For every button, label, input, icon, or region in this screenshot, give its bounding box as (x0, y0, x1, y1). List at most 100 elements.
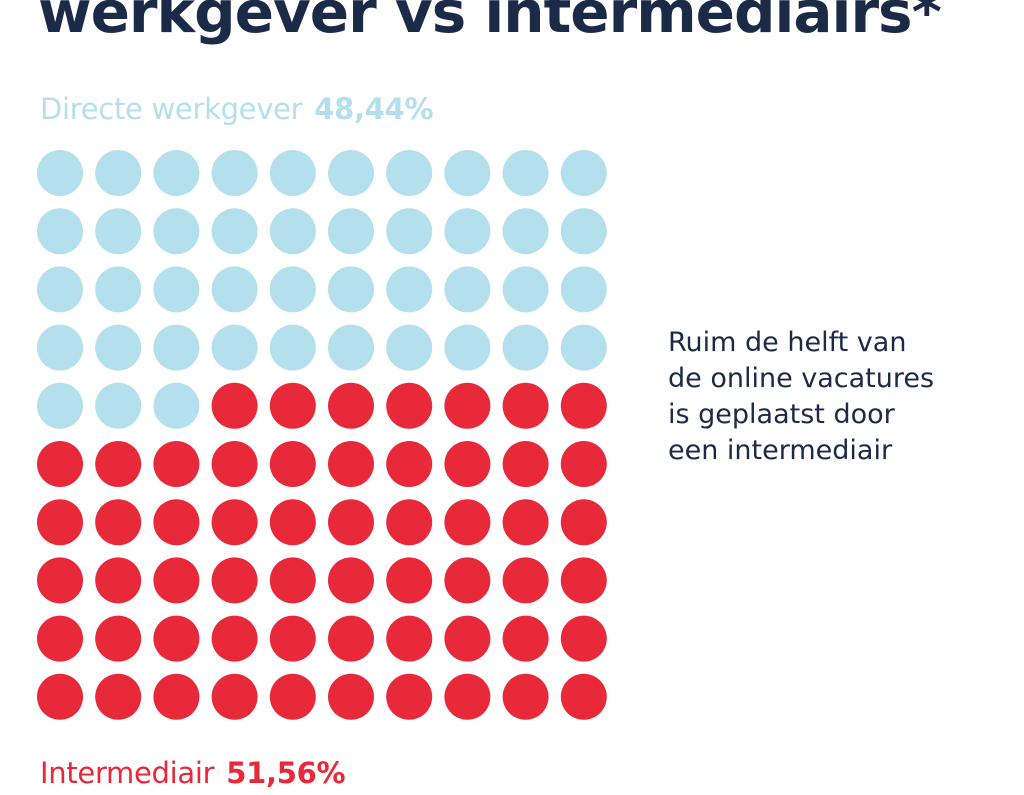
note-line-4: een intermediair (668, 435, 893, 466)
waffle-dot-directe-werkgever (328, 208, 374, 255)
waffle-dot-intermediair (211, 382, 258, 429)
waffle-chart (37, 150, 607, 720)
waffle-dot-intermediair (386, 557, 433, 604)
waffle-dot-directe-werkgever (328, 150, 374, 196)
waffle-dot-intermediair (328, 673, 374, 720)
waffle-dot-directe-werkgever (37, 382, 83, 429)
waffle-dot-intermediair (153, 499, 200, 546)
waffle-dot-directe-werkgever (153, 208, 200, 255)
waffle-dot-directe-werkgever (269, 266, 316, 313)
waffle-dot-directe-werkgever (153, 150, 200, 196)
waffle-dot-directe-werkgever (444, 266, 491, 313)
waffle-dot-directe-werkgever (153, 382, 200, 429)
waffle-dot-intermediair (95, 615, 142, 662)
waffle-dot-directe-werkgever (95, 208, 142, 255)
waffle-dot-intermediair (502, 557, 549, 604)
waffle-dot-directe-werkgever (560, 208, 607, 255)
waffle-dot-intermediair (211, 557, 258, 604)
annotation-note: Ruim de helft van de online vacatures is… (668, 325, 988, 469)
waffle-dot-directe-werkgever (386, 266, 433, 313)
waffle-dot-intermediair (269, 557, 316, 604)
waffle-dot-intermediair (444, 382, 491, 429)
waffle-dot-directe-werkgever (444, 208, 491, 255)
waffle-dot-intermediair (328, 499, 374, 546)
waffle-dot-directe-werkgever (386, 150, 433, 196)
waffle-dot-intermediair (560, 441, 607, 487)
waffle-dot-intermediair (444, 673, 491, 720)
waffle-dot-directe-werkgever (95, 150, 142, 196)
waffle-dot-intermediair (502, 499, 549, 546)
waffle-dot-intermediair (153, 557, 200, 604)
waffle-dot-intermediair (328, 441, 374, 487)
waffle-dot-intermediair (386, 441, 433, 487)
waffle-dot-intermediair (444, 499, 491, 546)
waffle-dot-directe-werkgever (37, 324, 83, 371)
waffle-dot-directe-werkgever (386, 208, 433, 255)
legend-label-directe-werkgever: Directe werkgever (40, 92, 303, 126)
waffle-dot-intermediair (560, 673, 607, 720)
waffle-dot-intermediair (211, 673, 258, 720)
waffle-dot-directe-werkgever (211, 324, 258, 371)
waffle-dot-directe-werkgever (328, 266, 374, 313)
waffle-dot-intermediair (95, 499, 142, 546)
waffle-dot-intermediair (153, 673, 200, 720)
waffle-dot-directe-werkgever (37, 150, 83, 196)
waffle-dot-intermediair (328, 382, 374, 429)
waffle-dot-intermediair (211, 499, 258, 546)
chart-title: werkgever vs intermediairs* (38, 0, 942, 46)
waffle-dot-intermediair (269, 615, 316, 662)
waffle-dot-intermediair (386, 615, 433, 662)
waffle-dot-intermediair (502, 615, 549, 662)
waffle-dot-intermediair (386, 382, 433, 429)
waffle-dot-intermediair (444, 441, 491, 487)
waffle-dot-directe-werkgever (153, 324, 200, 371)
legend-value-intermediair: 51,56% (226, 756, 346, 790)
waffle-dot-directe-werkgever (211, 208, 258, 255)
waffle-dot-intermediair (269, 499, 316, 546)
waffle-dot-directe-werkgever (269, 208, 316, 255)
waffle-dot-intermediair (37, 673, 83, 720)
waffle-dot-directe-werkgever (269, 324, 316, 371)
waffle-dot-intermediair (153, 441, 200, 487)
waffle-dot-directe-werkgever (95, 382, 142, 429)
waffle-dot-intermediair (37, 441, 83, 487)
waffle-dot-directe-werkgever (211, 266, 258, 313)
waffle-dot-intermediair (37, 557, 83, 604)
legend-intermediair: Intermediair 51,56% (40, 756, 346, 790)
legend-directe-werkgever: Directe werkgever 48,44% (40, 92, 434, 126)
waffle-dot-directe-werkgever (560, 324, 607, 371)
note-line-2: de online vacatures (668, 363, 935, 394)
waffle-dot-intermediair (269, 673, 316, 720)
legend-label-intermediair: Intermediair (40, 756, 215, 790)
waffle-dot-intermediair (211, 615, 258, 662)
waffle-dot-intermediair (37, 499, 83, 546)
waffle-dot-directe-werkgever (502, 266, 549, 313)
waffle-dot-intermediair (386, 499, 433, 546)
waffle-dot-intermediair (560, 557, 607, 604)
waffle-dot-directe-werkgever (502, 324, 549, 371)
waffle-dot-intermediair (328, 557, 374, 604)
waffle-dot-intermediair (444, 557, 491, 604)
waffle-dot-intermediair (502, 382, 549, 429)
waffle-dot-intermediair (95, 557, 142, 604)
waffle-dot-intermediair (95, 673, 142, 720)
waffle-dot-directe-werkgever (153, 266, 200, 313)
waffle-dot-intermediair (560, 499, 607, 546)
waffle-dot-directe-werkgever (444, 150, 491, 196)
waffle-dot-intermediair (444, 615, 491, 662)
waffle-dot-directe-werkgever (269, 150, 316, 196)
waffle-dot-intermediair (560, 382, 607, 429)
waffle-dot-intermediair (502, 441, 549, 487)
waffle-dot-intermediair (153, 615, 200, 662)
waffle-dot-directe-werkgever (95, 324, 142, 371)
waffle-dot-directe-werkgever (444, 324, 491, 371)
waffle-dot-intermediair (560, 615, 607, 662)
waffle-dot-intermediair (502, 673, 549, 720)
waffle-dot-directe-werkgever (560, 266, 607, 313)
waffle-dot-intermediair (386, 673, 433, 720)
waffle-dot-directe-werkgever (560, 150, 607, 196)
waffle-dot-directe-werkgever (95, 266, 142, 313)
legend-value-directe-werkgever: 48,44% (314, 92, 434, 126)
waffle-dot-directe-werkgever (211, 150, 258, 196)
note-line-3: is geplaatst door (668, 399, 895, 430)
